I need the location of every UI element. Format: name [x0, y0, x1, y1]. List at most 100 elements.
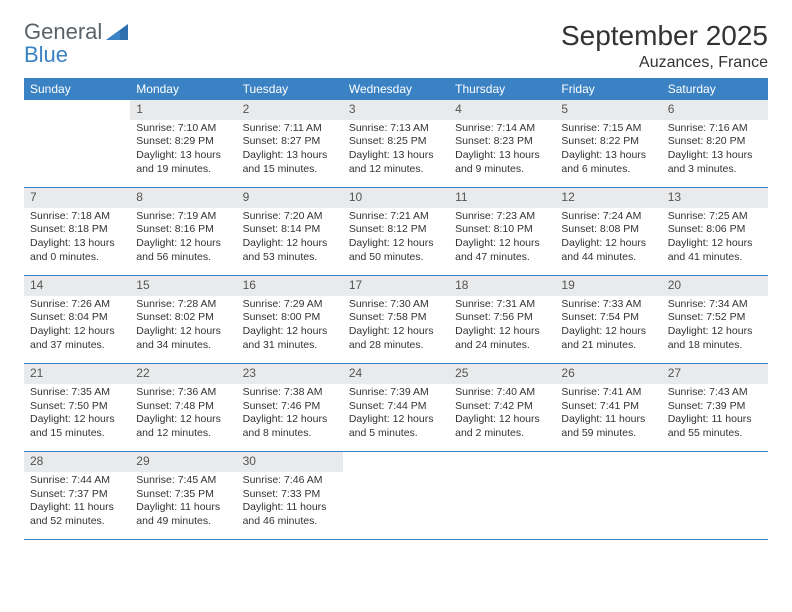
day-number: 15 [130, 276, 236, 296]
sunrise-text: Sunrise: 7:35 AM [30, 386, 124, 400]
sunrise-text: Sunrise: 7:24 AM [561, 210, 655, 224]
sunrise-text: Sunrise: 7:25 AM [668, 210, 762, 224]
daylight-text: and 5 minutes. [349, 427, 443, 441]
sunset-text: Sunset: 8:02 PM [136, 311, 230, 325]
day-cell: Sunrise: 7:10 AMSunset: 8:29 PMDaylight:… [130, 120, 236, 188]
sunset-text: Sunset: 7:42 PM [455, 400, 549, 414]
daylight-text: Daylight: 12 hours [243, 413, 337, 427]
day-number: 9 [237, 188, 343, 208]
day-cell: Sunrise: 7:44 AMSunset: 7:37 PMDaylight:… [24, 472, 130, 540]
daylight-text: and 53 minutes. [243, 251, 337, 265]
day-number: 18 [449, 276, 555, 296]
day-number: 22 [130, 364, 236, 384]
day-number [662, 452, 768, 472]
daylight-text: Daylight: 11 hours [668, 413, 762, 427]
day-cell: Sunrise: 7:15 AMSunset: 8:22 PMDaylight:… [555, 120, 661, 188]
sunset-text: Sunset: 7:52 PM [668, 311, 762, 325]
sunrise-text: Sunrise: 7:43 AM [668, 386, 762, 400]
day-number: 23 [237, 364, 343, 384]
day-cell: Sunrise: 7:23 AMSunset: 8:10 PMDaylight:… [449, 208, 555, 276]
sunrise-text: Sunrise: 7:13 AM [349, 122, 443, 136]
sunrise-text: Sunrise: 7:31 AM [455, 298, 549, 312]
daylight-text: Daylight: 12 hours [455, 237, 549, 251]
daylight-text: and 21 minutes. [561, 339, 655, 353]
sunset-text: Sunset: 7:41 PM [561, 400, 655, 414]
sunrise-text: Sunrise: 7:36 AM [136, 386, 230, 400]
weekday-header: Sunday [24, 78, 130, 100]
day-number [449, 452, 555, 472]
sunrise-text: Sunrise: 7:11 AM [243, 122, 337, 136]
sunrise-text: Sunrise: 7:34 AM [668, 298, 762, 312]
day-number: 2 [237, 100, 343, 120]
calendar-table: Sunday Monday Tuesday Wednesday Thursday… [24, 78, 768, 540]
sunset-text: Sunset: 7:50 PM [30, 400, 124, 414]
daynum-row: 14151617181920 [24, 276, 768, 296]
content-row: Sunrise: 7:35 AMSunset: 7:50 PM Daylight:… [24, 384, 768, 452]
daylight-text: Daylight: 13 hours [668, 149, 762, 163]
sunset-text: Sunset: 8:25 PM [349, 135, 443, 149]
sunrise-text: Sunrise: 7:18 AM [30, 210, 124, 224]
sunset-text: Sunset: 7:33 PM [243, 488, 337, 502]
day-number: 28 [24, 452, 130, 472]
daylight-text: and 28 minutes. [349, 339, 443, 353]
daylight-text: Daylight: 13 hours [243, 149, 337, 163]
day-cell: Sunrise: 7:34 AMSunset: 7:52 PMDaylight:… [662, 296, 768, 364]
daylight-text: and 46 minutes. [243, 515, 337, 529]
daylight-text: and 56 minutes. [136, 251, 230, 265]
day-number: 8 [130, 188, 236, 208]
day-cell [24, 120, 130, 188]
day-cell: Sunrise: 7:31 AMSunset: 7:56 PMDaylight:… [449, 296, 555, 364]
day-number: 7 [24, 188, 130, 208]
sunset-text: Sunset: 8:27 PM [243, 135, 337, 149]
daylight-text: Daylight: 12 hours [243, 325, 337, 339]
day-cell: Sunrise: 7:18 AMSunset: 8:18 PMDaylight:… [24, 208, 130, 276]
daylight-text: Daylight: 12 hours [668, 237, 762, 251]
sunrise-text: Sunrise: 7:28 AM [136, 298, 230, 312]
day-number: 29 [130, 452, 236, 472]
sunrise-text: Sunrise: 7:15 AM [561, 122, 655, 136]
day-number: 21 [24, 364, 130, 384]
weekday-header: Saturday [662, 78, 768, 100]
daylight-text: Daylight: 11 hours [30, 501, 124, 515]
daylight-text: Daylight: 12 hours [455, 413, 549, 427]
day-number: 10 [343, 188, 449, 208]
content-row: Sunrise: 7:44 AMSunset: 7:37 PMDaylight:… [24, 472, 768, 540]
day-number: 26 [555, 364, 661, 384]
daylight-text: Daylight: 12 hours [349, 325, 443, 339]
sunset-text: Sunset: 7:37 PM [30, 488, 124, 502]
day-cell: Sunrise: 7:30 AMSunset: 7:58 PMDaylight:… [343, 296, 449, 364]
daynum-row: 21222324252627 [24, 364, 768, 384]
day-number: 24 [343, 364, 449, 384]
sunrise-text: Sunrise: 7:14 AM [455, 122, 549, 136]
sunrise-text: Sunrise: 7:30 AM [349, 298, 443, 312]
sunrise-text: Sunrise: 7:38 AM [243, 386, 337, 400]
day-cell: Sunrise: 7:11 AMSunset: 8:27 PMDaylight:… [237, 120, 343, 188]
day-cell: Sunrise: 7:46 AMSunset: 7:33 PMDaylight:… [237, 472, 343, 540]
sunrise-text: Sunrise: 7:26 AM [30, 298, 124, 312]
day-number [343, 452, 449, 472]
daylight-text: Daylight: 13 hours [136, 149, 230, 163]
daylight-text: Daylight: 12 hours [349, 237, 443, 251]
daynum-row: 282930 [24, 452, 768, 472]
daylight-text: and 15 minutes. [243, 163, 337, 177]
sunset-text: Sunset: 7:35 PM [136, 488, 230, 502]
sunset-text: Sunset: 7:46 PM [243, 400, 337, 414]
day-cell: Sunrise: 7:45 AMSunset: 7:35 PMDaylight:… [130, 472, 236, 540]
daylight-text: and 9 minutes. [455, 163, 549, 177]
daylight-text: and 55 minutes. [668, 427, 762, 441]
day-number: 5 [555, 100, 661, 120]
logo: General Blue [24, 20, 128, 66]
daylight-text: Daylight: 11 hours [136, 501, 230, 515]
daylight-text: and 37 minutes. [30, 339, 124, 353]
daylight-text: and 41 minutes. [668, 251, 762, 265]
sunset-text: Sunset: 7:54 PM [561, 311, 655, 325]
sunrise-text: Sunrise: 7:44 AM [30, 474, 124, 488]
daylight-text: Daylight: 12 hours [136, 237, 230, 251]
day-cell [662, 472, 768, 540]
day-number [555, 452, 661, 472]
sunrise-text: Sunrise: 7:33 AM [561, 298, 655, 312]
daylight-text: and 34 minutes. [136, 339, 230, 353]
day-cell: Sunrise: 7:39 AMSunset: 7:44 PMDaylight:… [343, 384, 449, 452]
day-number: 4 [449, 100, 555, 120]
sunset-text: Sunset: 8:04 PM [30, 311, 124, 325]
